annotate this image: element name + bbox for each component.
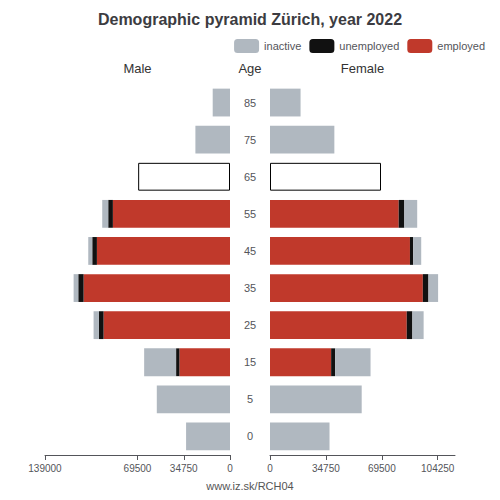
svg-text:Age: Age (238, 61, 261, 76)
svg-text:0: 0 (227, 463, 233, 474)
svg-text:unemployed: unemployed (339, 40, 399, 52)
svg-text:34750: 34750 (170, 463, 198, 474)
svg-text:85: 85 (244, 97, 256, 109)
svg-text:69500: 69500 (124, 463, 152, 474)
svg-text:75: 75 (244, 134, 256, 146)
svg-text:35: 35 (244, 282, 256, 294)
svg-text:25: 25 (244, 319, 256, 331)
svg-text:0: 0 (267, 463, 273, 474)
svg-text:0: 0 (247, 430, 253, 442)
svg-text:Male: Male (123, 61, 151, 76)
svg-text:104250: 104250 (421, 463, 455, 474)
svg-text:65: 65 (244, 171, 256, 183)
svg-text:55: 55 (244, 208, 256, 220)
svg-text:15: 15 (244, 356, 256, 368)
svg-text:45: 45 (244, 245, 256, 257)
svg-text:69500: 69500 (368, 463, 396, 474)
svg-text:www.iz.sk/RCH04: www.iz.sk/RCH04 (205, 480, 293, 492)
svg-text:34750: 34750 (312, 463, 340, 474)
svg-text:employed: employed (437, 40, 485, 52)
svg-text:5: 5 (247, 393, 253, 405)
svg-text:Female: Female (341, 61, 384, 76)
svg-text:inactive: inactive (264, 40, 301, 52)
svg-text:Demographic pyramid Zürich, ye: Demographic pyramid Zürich, year 2022 (98, 11, 402, 28)
svg-text:139000: 139000 (28, 463, 62, 474)
